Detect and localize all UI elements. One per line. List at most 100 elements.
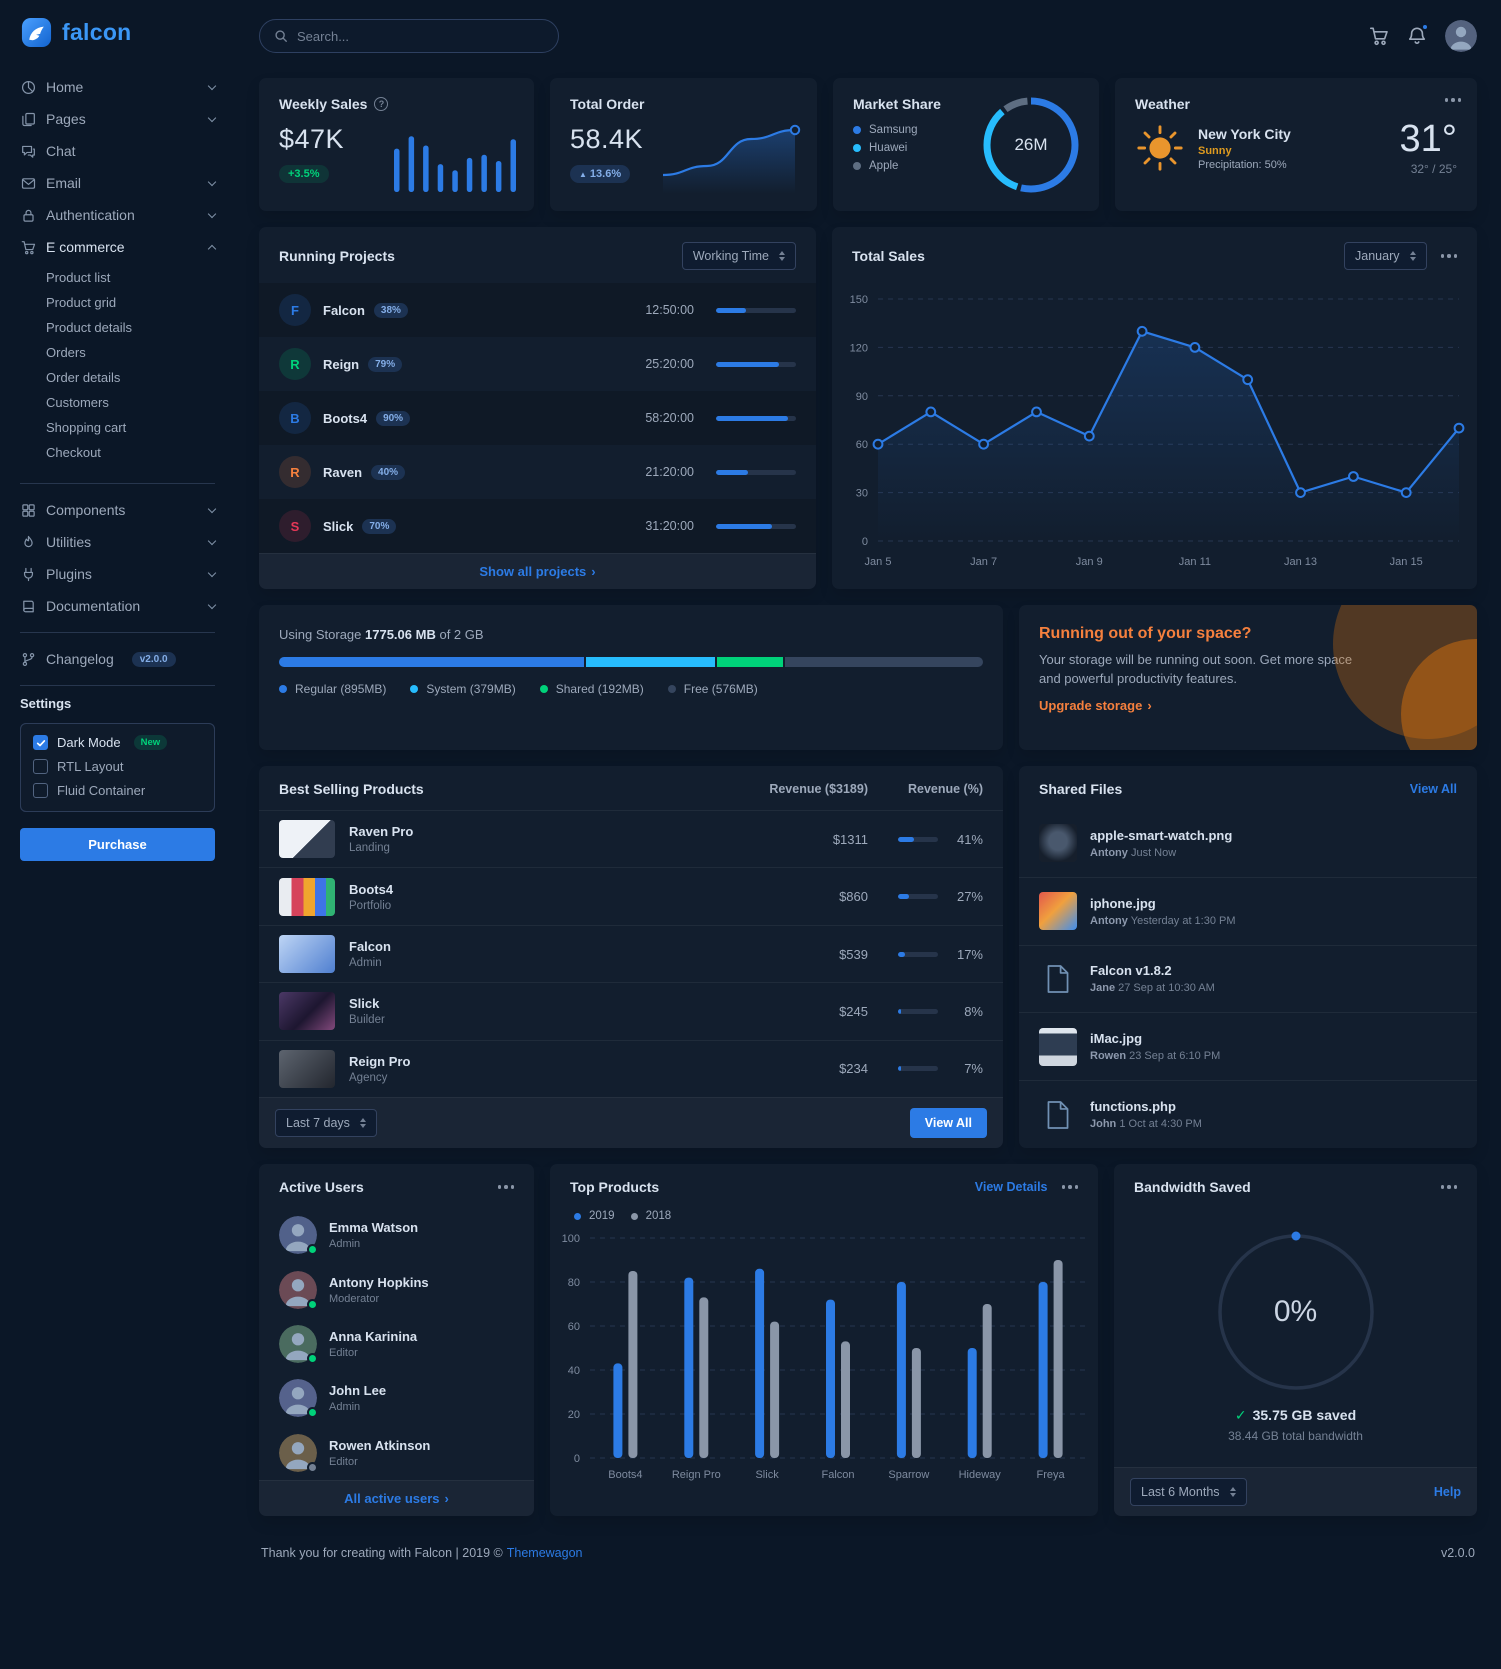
bell-icon[interactable] <box>1407 23 1429 46</box>
user-name-link[interactable]: Anna Karinina <box>329 1329 418 1345</box>
checkbox-icon[interactable] <box>33 783 48 798</box>
product-thumbnail[interactable] <box>279 877 335 916</box>
setting-dark-mode[interactable]: Dark Mode New <box>33 735 202 750</box>
divider <box>20 632 215 633</box>
product-type-link[interactable]: Admin <box>349 957 382 970</box>
setting-fluid-container[interactable]: Fluid Container <box>33 783 202 798</box>
checkbox-icon[interactable] <box>33 735 48 750</box>
file-name-link[interactable]: iphone.jpg <box>1090 895 1156 911</box>
file-info: iphone.jpg Antony Yesterday at 1:30 PM <box>1090 896 1236 927</box>
sidebar-subitem-product-grid[interactable]: Product grid <box>46 295 117 310</box>
upgrade-storage-link[interactable]: Upgrade storage › <box>1039 697 1152 713</box>
legend-item[interactable]: 2018 <box>630 1210 671 1222</box>
search-input[interactable] <box>259 19 559 53</box>
file-name-link[interactable]: Falcon v1.8.2 <box>1090 963 1172 979</box>
product-type-link[interactable]: Agency <box>349 1071 388 1084</box>
file-name-link[interactable]: iMac.jpg <box>1090 1031 1143 1047</box>
ellipsis-menu-icon[interactable] <box>497 1185 514 1189</box>
file-meta: Antony Just Now <box>1090 846 1177 859</box>
book-icon <box>20 599 36 614</box>
project-name-link[interactable]: Boots4 <box>323 410 368 426</box>
user-avatar[interactable] <box>1445 20 1477 52</box>
product-thumbnail[interactable] <box>279 992 335 1031</box>
view-all-button[interactable]: View All <box>909 1108 987 1138</box>
ellipsis-menu-icon[interactable] <box>1444 94 1461 106</box>
shopping-cart-icon[interactable] <box>1369 26 1389 46</box>
ellipsis-menu-icon[interactable] <box>1061 1185 1078 1189</box>
product-thumbnail[interactable] <box>279 935 335 974</box>
show-all-projects-link[interactable]: Show all projects › <box>479 564 596 579</box>
question-circle-icon[interactable]: ? <box>374 97 389 111</box>
product-name[interactable]: Slick <box>349 996 380 1012</box>
sidebar-item-plugins[interactable]: Plugins <box>20 558 217 590</box>
sidebar-subitem-orders[interactable]: Orders <box>46 345 86 360</box>
setting-rtl-layout[interactable]: RTL Layout <box>33 759 202 774</box>
storage-segment <box>279 657 585 667</box>
brand-logo[interactable]: falcon <box>20 16 215 49</box>
user-avatar[interactable] <box>279 1270 318 1310</box>
product-name[interactable]: Falcon <box>349 939 391 955</box>
chevron-down-icon <box>207 209 217 218</box>
sidebar-item-utilities[interactable]: Utilities <box>20 526 217 558</box>
project-name-link[interactable]: Reign <box>323 356 360 372</box>
file-meta: Jane 27 Sep at 10:30 AM <box>1090 982 1215 995</box>
sidebar-subitem-order-details[interactable]: Order details <box>46 370 121 385</box>
product-thumbnail[interactable] <box>279 1049 335 1088</box>
product-name[interactable]: Raven Pro <box>349 824 414 840</box>
project-row: B Boots4 90% 58:20:00 <box>259 391 816 445</box>
product-thumbnail[interactable] <box>279 820 335 859</box>
checkbox-icon[interactable] <box>33 759 48 774</box>
footer-text: Thank you for creating with Falcon | 201… <box>261 1546 583 1560</box>
all-active-users-link[interactable]: All active users › <box>344 1491 449 1506</box>
ellipsis-menu-icon[interactable] <box>1440 1185 1457 1189</box>
project-name-link[interactable]: Falcon <box>323 302 365 318</box>
themewagon-link[interactable]: Themewagon <box>506 1546 583 1560</box>
product-type-link[interactable]: Landing <box>349 842 390 855</box>
file-name-link[interactable]: apple-smart-watch.png <box>1090 827 1233 843</box>
user-name-link[interactable]: Antony Hopkins <box>329 1274 429 1290</box>
sidebar-item-pages[interactable]: Pages <box>20 103 217 135</box>
ellipsis-menu-icon[interactable] <box>1440 254 1457 258</box>
sidebar-item-components[interactable]: Components <box>20 494 217 526</box>
sidebar-subitem-product-details[interactable]: Product details <box>46 320 132 335</box>
product-name[interactable]: Reign Pro <box>349 1053 411 1069</box>
search-field[interactable] <box>297 28 544 44</box>
user-avatar[interactable] <box>279 1379 318 1419</box>
sidebar-subitem-shopping-cart[interactable]: Shopping cart <box>46 420 127 435</box>
project-name-link[interactable]: Slick <box>323 518 354 534</box>
project-name-link[interactable]: Raven <box>323 464 363 480</box>
working-time-select[interactable]: Working Time <box>681 242 796 270</box>
sidebar-item-changelog[interactable]: Changelog v2.0.0 <box>20 643 215 675</box>
footer-version: v2.0.0 <box>1440 1546 1475 1560</box>
last-6-months-select[interactable]: Last 6 Months <box>1130 1478 1247 1506</box>
view-details-link[interactable]: View Details <box>974 1180 1048 1194</box>
user-avatar[interactable] <box>279 1433 318 1473</box>
user-avatar[interactable] <box>279 1216 318 1256</box>
sidebar-item-e-commerce[interactable]: E commerce <box>20 231 217 263</box>
file-thumbnail <box>1039 892 1077 931</box>
purchase-button[interactable]: Purchase <box>20 828 215 861</box>
sidebar-item-home[interactable]: Home <box>20 71 217 103</box>
sidebar-item-documentation[interactable]: Documentation <box>20 590 217 622</box>
user-name-link[interactable]: Emma Watson <box>329 1220 419 1236</box>
file-name-link[interactable]: functions.php <box>1090 1099 1176 1115</box>
sidebar-item-chat[interactable]: Chat <box>20 135 215 167</box>
storage-legend: Regular (895MB) System (379MB) Shared (192… <box>279 682 983 696</box>
product-type-link[interactable]: Builder <box>349 1014 385 1027</box>
card-title: Weekly Sales ? <box>279 96 514 112</box>
sidebar-subitem-checkout[interactable]: Checkout <box>46 445 101 460</box>
product-type-link[interactable]: Portfolio <box>349 899 392 912</box>
view-all-files-link[interactable]: View All <box>1409 782 1457 796</box>
last-7-days-select[interactable]: Last 7 days <box>275 1109 377 1137</box>
sidebar-subitem-customers[interactable]: Customers <box>46 395 109 410</box>
user-name-link[interactable]: John Lee <box>329 1383 387 1399</box>
user-avatar[interactable] <box>279 1325 318 1365</box>
legend-item[interactable]: 2019 <box>574 1210 615 1222</box>
sidebar-item-email[interactable]: Email <box>20 167 217 199</box>
user-name-link[interactable]: Rowen Atkinson <box>329 1437 431 1453</box>
sidebar-subitem-product-list[interactable]: Product list <box>46 270 111 285</box>
sidebar-item-authentication[interactable]: Authentication <box>20 199 217 231</box>
help-link[interactable]: Help <box>1433 1485 1461 1499</box>
month-select[interactable]: January <box>1344 242 1427 270</box>
product-name[interactable]: Boots4 <box>349 881 394 897</box>
